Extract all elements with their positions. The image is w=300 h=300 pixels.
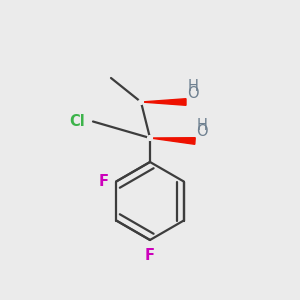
Polygon shape [150,138,195,144]
Text: H: H [188,79,198,94]
Circle shape [148,136,152,140]
Text: H: H [196,118,207,133]
Circle shape [139,100,143,104]
Text: O: O [196,124,208,140]
Text: Cl: Cl [70,114,86,129]
Text: F: F [145,248,155,262]
Text: O: O [188,85,199,100]
Polygon shape [141,99,186,105]
Text: F: F [99,174,109,189]
